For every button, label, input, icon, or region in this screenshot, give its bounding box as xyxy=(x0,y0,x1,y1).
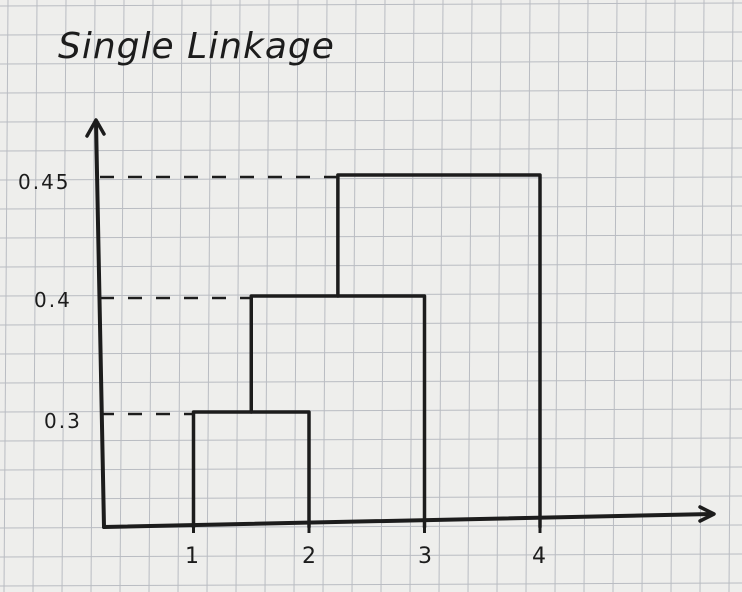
y-tick-label-0.3: 0.3 xyxy=(44,409,82,433)
grid-line-vertical xyxy=(148,0,154,592)
grid-line-vertical xyxy=(206,0,212,592)
y-axis-line xyxy=(94,120,106,529)
grid-line-horizontal xyxy=(0,582,742,587)
grid-line-vertical xyxy=(641,0,647,592)
grid-line-vertical xyxy=(438,0,444,592)
grid-line-horizontal xyxy=(0,147,742,152)
grid-line-horizontal xyxy=(0,466,742,471)
x-tick-label-3: 3 xyxy=(418,544,432,569)
y-axis-arrowhead xyxy=(85,118,106,138)
grid-line-vertical xyxy=(177,0,183,592)
x-tick-label-4: 4 xyxy=(532,544,546,569)
grid-line-horizontal xyxy=(0,263,742,268)
grid-line-vertical xyxy=(525,0,531,592)
grid-line-horizontal xyxy=(0,60,742,65)
grid-line-vertical xyxy=(583,0,589,592)
x-tick-label-1: 1 xyxy=(185,544,199,569)
dashed-guides xyxy=(100,175,338,416)
grid-line-vertical xyxy=(699,0,705,592)
dendrogram-links xyxy=(191,173,542,533)
grid-line-vertical xyxy=(554,0,560,592)
grid-line-vertical xyxy=(235,0,241,592)
x-tick-label-2: 2 xyxy=(302,544,316,569)
grid-line-vertical xyxy=(467,0,473,592)
grid-line-horizontal xyxy=(0,495,742,500)
grid-line-horizontal xyxy=(0,350,742,355)
x-axis-arrowhead xyxy=(698,505,716,523)
grid-line-horizontal xyxy=(0,321,742,326)
grid-line-vertical xyxy=(728,0,734,592)
grid-line-vertical xyxy=(670,0,676,592)
grid-line-horizontal xyxy=(0,205,742,210)
grid-line-horizontal xyxy=(0,89,742,94)
y-tick-label-0.4: 0.4 xyxy=(34,288,72,312)
grid-line-horizontal xyxy=(0,234,742,239)
axes xyxy=(85,118,716,529)
merge-link-3 xyxy=(336,173,542,529)
grid-line-horizontal xyxy=(0,408,742,413)
grid-line-vertical xyxy=(612,0,618,592)
grid-line-horizontal xyxy=(0,553,742,558)
y-tick-label-0.45: 0.45 xyxy=(18,170,71,194)
grid-line-vertical xyxy=(496,0,502,592)
grid-line-horizontal xyxy=(0,176,742,181)
grid-line-horizontal xyxy=(0,118,742,123)
grid-line-horizontal xyxy=(0,2,742,7)
diagram-title: Single Linkage xyxy=(58,26,335,67)
grid-line-horizontal xyxy=(0,31,742,36)
grid-line-horizontal xyxy=(0,379,742,384)
x-axis-line xyxy=(102,512,714,529)
grid-line-horizontal xyxy=(0,437,742,442)
